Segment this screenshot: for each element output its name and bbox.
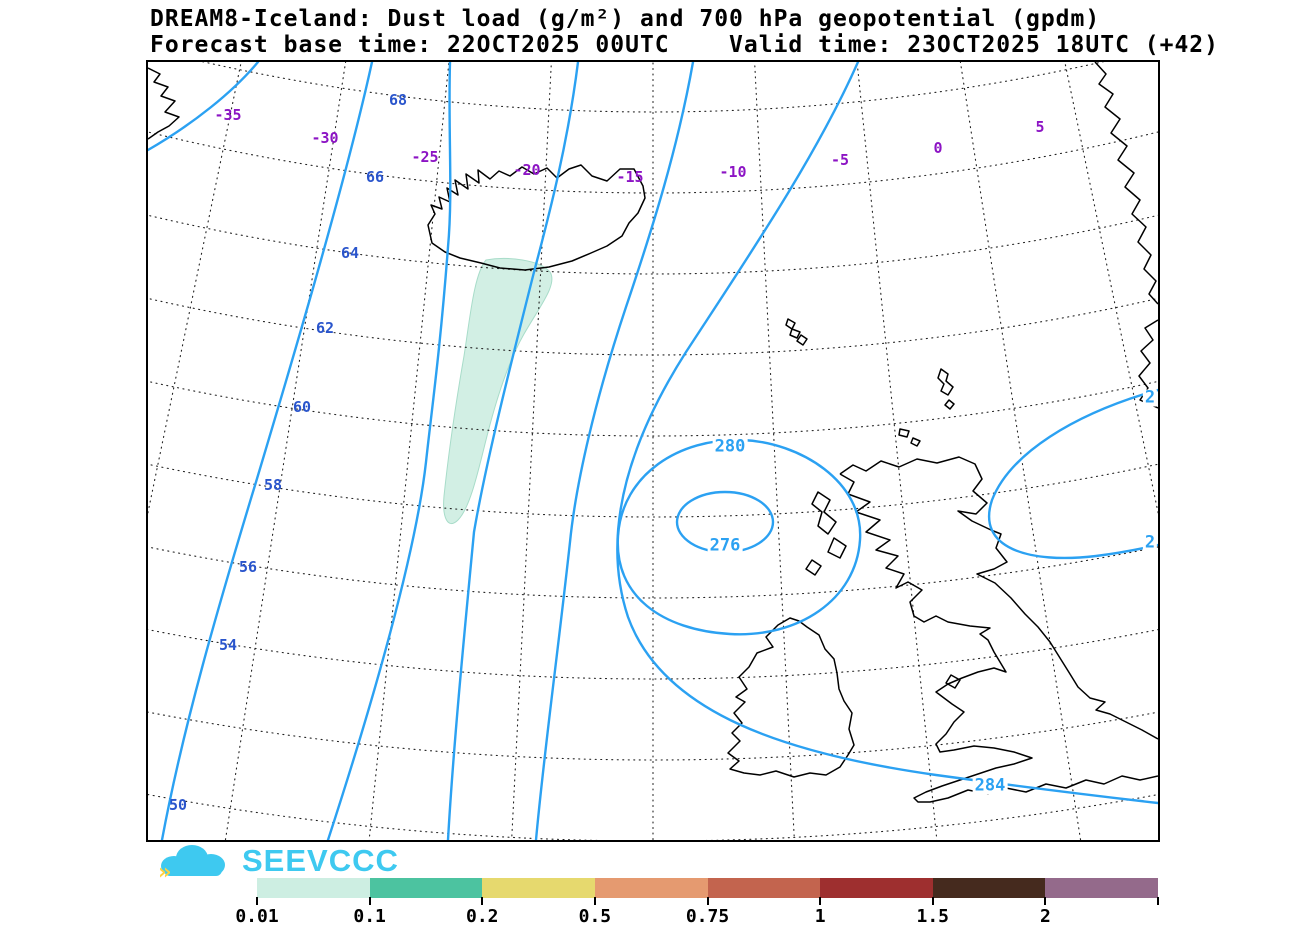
page-title: DREAM8-Iceland: Dust load (g/m²) and 700… <box>150 6 1101 32</box>
map-canvas <box>148 62 1158 840</box>
colorbar-tick <box>931 897 934 905</box>
norway-coast <box>1094 62 1158 305</box>
forecast-time-subtitle: Forecast base time: 22OCT2025 00UTC Vali… <box>150 32 1219 58</box>
shetland-islands <box>937 368 955 410</box>
orkney-islands <box>898 428 921 447</box>
colorbar-tick-label: 1.5 <box>916 906 950 925</box>
latitude-label: 54 <box>218 636 238 654</box>
longitude-label: -20 <box>513 161 541 179</box>
geopotential-contour-label: 2 <box>1142 387 1158 408</box>
hebrides-islands <box>805 491 847 576</box>
colorbar-segment <box>369 878 483 898</box>
latitude-label: 68 <box>388 91 408 109</box>
ireland-coast <box>727 617 855 778</box>
logo-text: SEEVCCC <box>242 843 399 878</box>
colorbar-tick-label: 0.2 <box>465 906 499 925</box>
colorbar-tick-label: 1 <box>814 906 826 925</box>
colorbar-segment <box>707 878 821 898</box>
colorbar-segment <box>1045 878 1158 898</box>
dust-load-region <box>443 258 553 525</box>
coastlines <box>148 62 1158 803</box>
map-labels-layer: -35 -30 -25 -20 -15 -10 -5 0 5 68 66 64 62 60 58 56 54 50… <box>148 62 1158 840</box>
colorbar-tick <box>593 897 596 905</box>
colorbar-tick <box>368 897 371 905</box>
colorbar-segments <box>257 878 1158 898</box>
latitude-label: 60 <box>292 398 312 416</box>
longitude-label: -30 <box>311 129 339 147</box>
isle-of-man <box>945 674 961 689</box>
colorbar-segment <box>257 878 370 898</box>
longitude-label: 5 <box>1035 118 1045 136</box>
longitude-label: -5 <box>830 151 850 169</box>
map-area: -35 -30 -25 -20 -15 -10 -5 0 5 68 66 64 62 60 58 56 54 50… <box>146 60 1160 842</box>
colorbar-tick <box>706 897 709 905</box>
seevccc-logo: » SEEVCCC <box>150 841 399 881</box>
colorbar-tick-label: 0.75 <box>685 906 730 925</box>
geopotential-contour-label: 2 <box>1142 532 1158 553</box>
colorbar-tick <box>1157 897 1159 905</box>
colorbar-tick <box>1044 897 1047 905</box>
great-britain-coast <box>839 456 1158 803</box>
geopotential-contour-label: 284 <box>972 775 1008 796</box>
longitude-label: 0 <box>933 139 943 157</box>
iceland-coast <box>427 164 646 271</box>
colorbar-tick <box>256 897 258 905</box>
longitude-label: -35 <box>214 106 242 124</box>
colorbar-tick <box>819 897 822 905</box>
geopotential-contour-label: 280 <box>712 436 748 457</box>
latitude-label: 66 <box>365 168 385 186</box>
longitude-label: -15 <box>616 168 644 186</box>
longitude-label: -10 <box>719 163 747 181</box>
seevccc-cloud-icon: » <box>158 845 225 881</box>
latitude-label: 50 <box>168 796 188 814</box>
colorbar-tick-label: 0.5 <box>578 906 612 925</box>
colorbar-tick-label: 2 <box>1039 906 1051 925</box>
colorbar-ticks: 0.01 0.1 0.2 0.5 0.75 1 1.5 2 <box>235 878 1159 925</box>
colorbar-segment <box>482 878 595 898</box>
longitude-label: -25 <box>411 148 439 166</box>
faroe-islands <box>785 318 808 346</box>
geopotential-contour-label: 276 <box>707 535 743 556</box>
colorbar-segment <box>820 878 933 898</box>
norway-south-coast <box>1138 319 1158 409</box>
colorbar-segment <box>932 878 1046 898</box>
latitude-label: 56 <box>238 558 258 576</box>
greenland-coast <box>148 67 180 140</box>
latitude-label: 58 <box>263 476 283 494</box>
logo-arrows-icon: » <box>158 860 171 881</box>
colorbar-tick-label: 0.01 <box>235 906 279 925</box>
colorbar-tick <box>481 897 484 905</box>
colorbar-segment <box>594 878 708 898</box>
latitude-label: 64 <box>340 244 360 262</box>
geopotential-contours <box>148 62 1158 840</box>
colorbar-tick-label: 0.1 <box>353 906 386 925</box>
latitude-label: 62 <box>315 319 335 337</box>
dust-load-colorbar: 0.01 0.1 0.2 0.5 0.75 1 1.5 2 <box>235 878 1159 925</box>
